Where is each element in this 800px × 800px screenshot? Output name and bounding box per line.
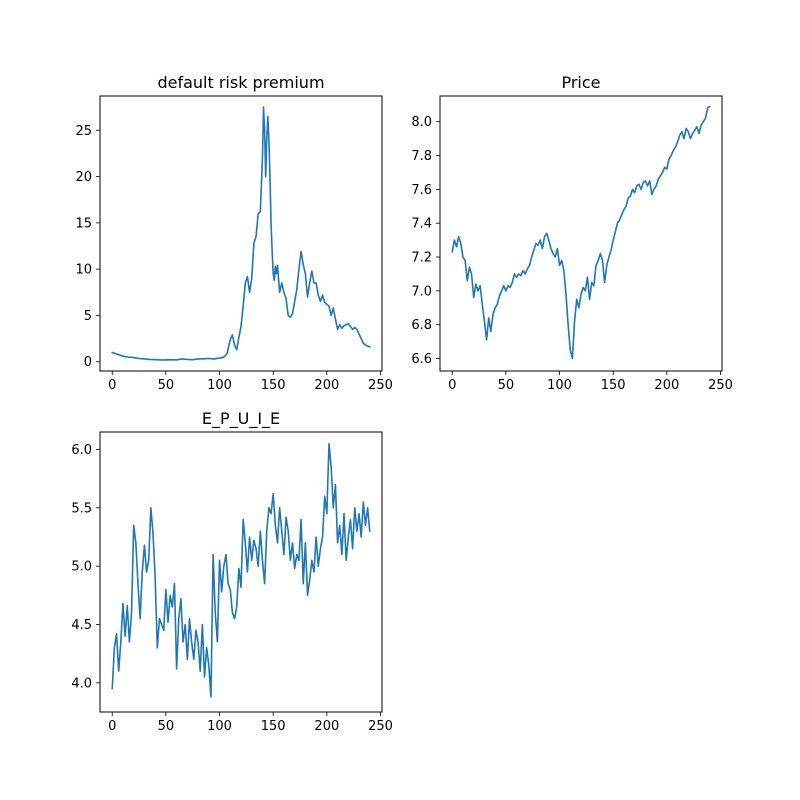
series-line xyxy=(111,442,371,698)
y-tick-label: 7.8 xyxy=(411,149,432,164)
y-tick-label: 5.5 xyxy=(71,501,92,516)
subplot-e-p-u-i-e: E_P_U_I_E 0 50 100 150 200 250 4.0 4.5 5.0 5.5 6.0 xyxy=(71,409,393,734)
axes-frame xyxy=(439,95,723,372)
y-tick-label: 5 xyxy=(84,309,92,324)
subplot-default-risk-premium: default risk premium 0 50 100 150 200 250 0 5 10… xyxy=(75,73,392,393)
subplot-price: Price 0 50 100 150 200 250 6.6 6.8 7.0 7.2 7.4 7.6 7… xyxy=(411,73,733,393)
y-tick-label: 7.6 xyxy=(411,183,432,198)
y-tick-label: 4.5 xyxy=(71,618,92,633)
x-tick-label: 150 xyxy=(261,378,286,393)
x-tick-label: 150 xyxy=(261,719,286,734)
x-tick-label: 150 xyxy=(601,378,626,393)
x-tick-label: 50 xyxy=(158,719,175,734)
subplot-title: Price xyxy=(561,73,600,92)
y-tick-label: 6.8 xyxy=(411,318,432,333)
x-tick-label: 200 xyxy=(314,719,339,734)
x-tick-label: 0 xyxy=(448,378,456,393)
x-tick-label: 200 xyxy=(314,378,339,393)
y-tick-label: 8.0 xyxy=(411,115,432,130)
y-tick-label: 7.0 xyxy=(411,284,432,299)
y-tick-label: 5.0 xyxy=(71,560,92,575)
y-tick-label: 6.0 xyxy=(71,443,92,458)
x-tick-label: 100 xyxy=(547,378,572,393)
series-line xyxy=(451,105,711,360)
x-tick-label: 0 xyxy=(108,378,116,393)
y-tick-label: 0 xyxy=(84,355,92,370)
x-tick-label: 0 xyxy=(108,719,116,734)
y-tick-label: 15 xyxy=(75,216,92,231)
y-tick-label: 25 xyxy=(75,124,92,139)
x-tick-label: 250 xyxy=(368,378,393,393)
x-tick-label: 100 xyxy=(207,378,232,393)
subplot-title: default risk premium xyxy=(157,73,324,92)
x-tick-label: 100 xyxy=(207,719,232,734)
x-tick-label: 50 xyxy=(498,378,515,393)
y-tick-label: 20 xyxy=(75,170,92,185)
y-tick-label: 4.0 xyxy=(71,676,92,691)
y-tick-label: 7.4 xyxy=(411,217,432,232)
series-line xyxy=(111,106,371,361)
x-tick-label: 200 xyxy=(654,378,679,393)
axes-frame xyxy=(99,431,383,713)
y-tick-label: 7.2 xyxy=(411,251,432,266)
y-tick-label: 6.6 xyxy=(411,352,432,367)
axes-frame xyxy=(99,95,383,372)
x-tick-label: 250 xyxy=(368,719,393,734)
x-tick-label: 50 xyxy=(158,378,175,393)
subplot-title: E_P_U_I_E xyxy=(202,409,280,429)
x-tick-label: 250 xyxy=(708,378,733,393)
y-tick-label: 10 xyxy=(75,263,92,278)
